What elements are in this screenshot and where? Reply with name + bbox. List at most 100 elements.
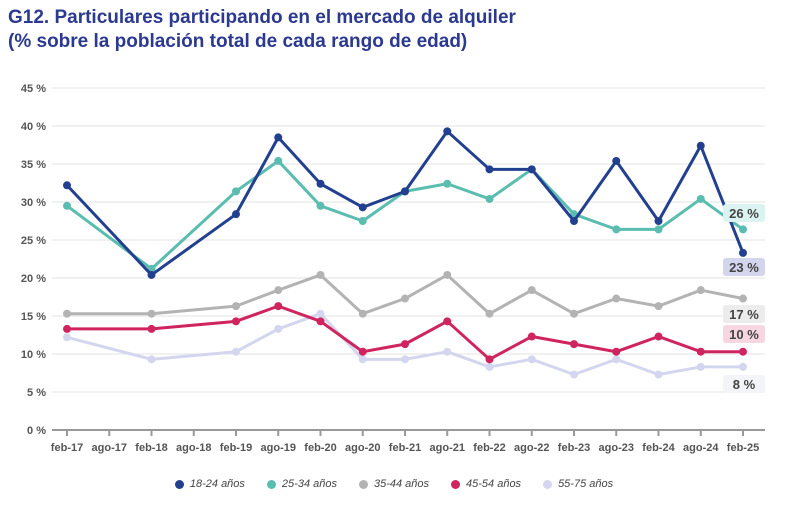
legend-marker bbox=[266, 479, 276, 489]
data-point bbox=[485, 362, 494, 371]
x-tick-label: ago-19 bbox=[261, 442, 296, 454]
data-point bbox=[401, 187, 409, 196]
series-line-25-34-años bbox=[66, 159, 744, 271]
data-point bbox=[612, 347, 621, 356]
data-point bbox=[358, 203, 367, 212]
x-tick-label: ago-22 bbox=[514, 442, 549, 454]
data-point bbox=[316, 317, 325, 326]
legend-marker bbox=[358, 479, 368, 489]
data-point bbox=[274, 133, 283, 142]
data-point bbox=[739, 347, 747, 356]
data-point bbox=[485, 309, 494, 318]
y-tick-label: 35 % bbox=[21, 159, 46, 171]
x-tick-label: ago-18 bbox=[176, 442, 211, 454]
legend-marker bbox=[174, 479, 184, 489]
end-value-label: 26 % bbox=[729, 206, 759, 221]
data-point bbox=[612, 156, 621, 165]
x-tick-label: ago-23 bbox=[599, 442, 634, 454]
legend-label: 18-24 años bbox=[189, 478, 245, 490]
data-point bbox=[232, 302, 240, 311]
y-tick-label: 30 % bbox=[21, 197, 46, 209]
data-point bbox=[274, 324, 283, 333]
y-tick-label: 5 % bbox=[27, 387, 46, 399]
x-tick-label: feb-24 bbox=[642, 442, 675, 454]
data-point bbox=[739, 362, 747, 371]
data-point bbox=[63, 309, 71, 318]
data-point bbox=[527, 165, 536, 174]
data-point bbox=[63, 201, 71, 210]
y-tick-label: 10 % bbox=[21, 349, 46, 361]
data-point bbox=[316, 270, 325, 279]
data-point bbox=[232, 347, 240, 356]
data-point bbox=[274, 302, 283, 311]
data-point bbox=[696, 347, 705, 356]
series-line-35-44-años bbox=[67, 273, 744, 316]
data-point bbox=[147, 324, 156, 333]
data-point bbox=[696, 286, 705, 295]
end-label-bg bbox=[723, 375, 765, 393]
legend-marker bbox=[451, 479, 461, 489]
data-point bbox=[401, 355, 409, 364]
data-point bbox=[232, 317, 240, 326]
legend-marker bbox=[543, 479, 553, 489]
end-label-bg bbox=[723, 325, 765, 343]
end-value-label: 8 % bbox=[733, 377, 756, 392]
x-tick-label: feb-17 bbox=[51, 442, 83, 454]
data-point bbox=[274, 156, 283, 165]
y-tick-label: 25 % bbox=[21, 235, 46, 247]
data-point bbox=[316, 179, 325, 188]
data-point bbox=[570, 309, 578, 318]
x-tick-label: ago-24 bbox=[683, 442, 719, 454]
data-point bbox=[654, 332, 663, 341]
data-point bbox=[63, 333, 71, 342]
legend: 18-24 años 25-34 años 35-44 años 45-54 años… bbox=[0, 478, 788, 490]
x-tick-label: feb-23 bbox=[558, 442, 590, 454]
data-point bbox=[739, 294, 747, 303]
end-value-label: 10 % bbox=[729, 327, 759, 342]
data-point bbox=[401, 340, 409, 349]
data-point bbox=[147, 309, 156, 318]
x-tick-label: feb-20 bbox=[304, 442, 336, 454]
data-point bbox=[443, 317, 452, 326]
data-point bbox=[63, 181, 71, 190]
line-chart: 0 % 5 % 10 % 15 % 20 % 25 % 30 % 35 % 40 % 45 % fe… bbox=[21, 83, 765, 454]
data-point bbox=[147, 270, 156, 279]
x-tick-label: ago-21 bbox=[430, 442, 465, 454]
legend-label: 45-54 años bbox=[466, 478, 522, 490]
data-point bbox=[527, 332, 536, 341]
subtitle: (% sobre la población total de cada rang… bbox=[8, 31, 468, 52]
x-tick-label: feb-18 bbox=[135, 442, 167, 454]
y-tick-label: 20 % bbox=[21, 273, 46, 285]
data-point bbox=[739, 248, 747, 257]
end-value-label: 17 % bbox=[729, 307, 759, 322]
legend-item: 55-75 años bbox=[543, 478, 613, 490]
data-point bbox=[696, 194, 705, 203]
data-point bbox=[443, 179, 452, 188]
y-tick-label: 0 % bbox=[27, 425, 46, 437]
data-point bbox=[527, 355, 536, 364]
x-tick-label: feb-19 bbox=[220, 442, 252, 454]
data-point bbox=[739, 225, 747, 234]
data-point bbox=[654, 302, 663, 311]
data-point bbox=[654, 225, 663, 234]
data-point bbox=[443, 347, 452, 356]
data-point bbox=[696, 141, 705, 150]
legend-item: 45-54 años bbox=[451, 478, 521, 490]
data-point bbox=[485, 194, 494, 203]
y-tick-label: 45 % bbox=[21, 83, 46, 95]
data-point bbox=[612, 225, 621, 234]
legend-item: 35-44 años bbox=[358, 478, 429, 490]
legend-item: 18-24 años bbox=[174, 478, 245, 490]
x-tick-label: feb-25 bbox=[727, 442, 759, 454]
data-point bbox=[358, 309, 367, 318]
data-point bbox=[358, 217, 367, 225]
legend-label: 55-75 años bbox=[558, 478, 614, 490]
data-point bbox=[654, 370, 663, 379]
data-point bbox=[274, 286, 283, 295]
data-point bbox=[358, 355, 367, 364]
series-line-45-54-años bbox=[67, 304, 743, 361]
data-point bbox=[485, 355, 494, 364]
x-tick-label: feb-22 bbox=[473, 442, 505, 454]
data-point bbox=[570, 340, 578, 349]
data-point bbox=[63, 324, 71, 333]
